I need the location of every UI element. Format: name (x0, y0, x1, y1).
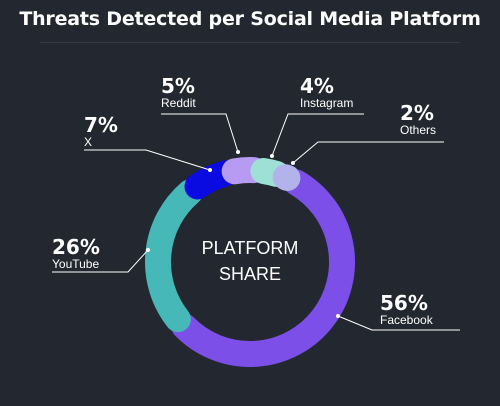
leader-dot-x (208, 168, 212, 172)
data-label-reddit-value: 5% (161, 74, 195, 98)
chart-title: Threats Detected per Social Media Platfo… (19, 8, 481, 30)
leader-line-facebook (337, 315, 460, 331)
data-label-instagram-name: Instagram (300, 96, 353, 110)
leader-line-instagram (271, 113, 364, 157)
slice-youtube (145, 179, 203, 333)
title-divider (40, 42, 460, 43)
data-label-others-value: 2% (400, 101, 434, 125)
data-label-reddit-name: Reddit (161, 96, 196, 110)
data-label-others-name: Others (400, 123, 436, 137)
slice-facebook (171, 169, 355, 367)
leader-line-reddit (161, 113, 239, 153)
data-label-facebook-value: 56% (380, 291, 428, 315)
leader-dot-instagram (270, 154, 274, 158)
data-label-x-value: 7% (84, 113, 118, 137)
leader-line-x (84, 149, 211, 171)
leader-dot-youtube (146, 248, 150, 252)
leader-dot-facebook (336, 314, 340, 318)
leader-dot-others (291, 161, 295, 165)
data-label-x-name: X (84, 135, 92, 149)
slice-others (272, 164, 301, 191)
leader-line-youtube (52, 249, 149, 273)
leader-line-others (292, 141, 444, 164)
data-label-facebook-name: Facebook (380, 313, 434, 327)
leader-dot-reddit (236, 150, 240, 154)
center-label-line-1: PLATFORM (202, 238, 299, 258)
slice-x (184, 160, 239, 200)
center-label-line-2: SHARE (219, 264, 281, 284)
data-label-youtube-value: 26% (52, 235, 100, 259)
data-label-youtube-name: YouTube (52, 257, 99, 271)
data-label-instagram-value: 4% (300, 74, 334, 98)
